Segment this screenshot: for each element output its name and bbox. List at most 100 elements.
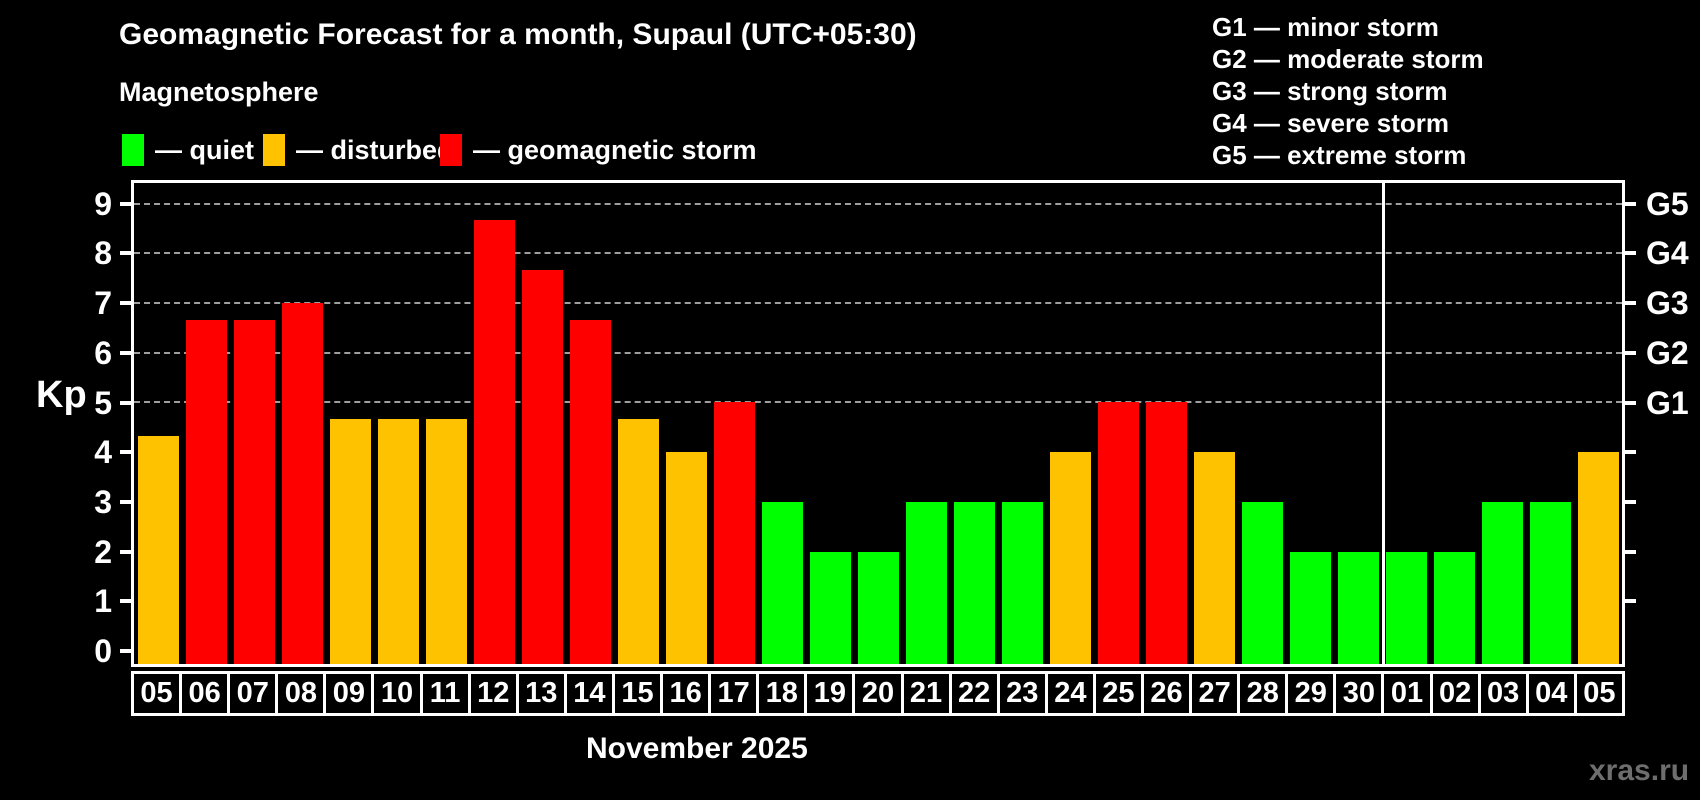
y-tick-left-9 — [120, 202, 131, 206]
gridline-kp-5 — [134, 401, 1622, 403]
date-cell-21-26: 26 — [1140, 671, 1193, 716]
g-legend-line-5: G5 — extreme storm — [1212, 140, 1467, 170]
date-cell-0-05: 05 — [131, 671, 183, 716]
y-tick-left-8 — [120, 251, 131, 255]
y-axis-title: Kp — [36, 374, 87, 416]
bar-29-quiet — [1290, 552, 1331, 664]
y-tick-label-4: 4 — [94, 434, 112, 470]
y-tick-left-1 — [120, 599, 131, 603]
bar-06-storm — [186, 320, 227, 664]
plot-area — [131, 180, 1625, 667]
date-cell-27-02: 02 — [1429, 671, 1481, 716]
x-axis-date-row: 05 06 07 08 09 10 11 12 13 14 15 16 17 18 19 20 21 22 23 24… — [131, 671, 1625, 716]
date-cell-20-25: 25 — [1092, 671, 1144, 716]
disturbed-swatch — [263, 134, 285, 166]
bar-13-storm — [522, 270, 563, 664]
date-cell-17-22: 22 — [948, 671, 1000, 716]
bar-05-disturbed — [138, 436, 179, 664]
date-cell-22-27: 27 — [1189, 671, 1241, 716]
date-cell-2-07: 07 — [227, 671, 279, 716]
y-tick-right-5 — [1625, 401, 1636, 405]
g-legend-line-3: G3 — strong storm — [1212, 76, 1448, 106]
watermark: xras.ru — [1589, 754, 1690, 787]
bar-28-quiet — [1242, 502, 1283, 664]
legend-item-storm: — geomagnetic storm — [440, 134, 757, 166]
bar-01-quiet — [1386, 552, 1427, 664]
date-cell-26-01: 01 — [1381, 671, 1433, 716]
bar-02-quiet — [1434, 552, 1475, 664]
y-tick-label-0: 0 — [94, 633, 112, 669]
gridline-kp-8 — [134, 252, 1622, 254]
date-cell-4-09: 09 — [323, 671, 375, 716]
y-tick-label-5: 5 — [94, 385, 112, 421]
date-cell-3-08: 08 — [275, 671, 327, 716]
bar-17-storm — [714, 402, 755, 664]
date-cell-19-24: 24 — [1044, 671, 1096, 716]
bar-30-quiet — [1338, 552, 1379, 664]
g-scale-legend: G1 — minor storm G2 — moderate storm G3 — … — [1212, 11, 1484, 171]
date-cell-11-16: 16 — [660, 671, 712, 716]
date-cell-14-19: 19 — [804, 671, 856, 716]
storm-swatch — [440, 134, 462, 166]
y-tick-right-6 — [1625, 351, 1636, 355]
gridline-kp-9 — [134, 203, 1622, 205]
bar-09-disturbed — [330, 419, 371, 664]
date-cell-25-30: 30 — [1333, 671, 1385, 716]
y-tick-right-7 — [1625, 301, 1636, 305]
y-tick-left-2 — [120, 550, 131, 554]
right-axis-label-G1: G1 — [1646, 385, 1689, 421]
bar-23-quiet — [1002, 502, 1043, 664]
y-tick-label-7: 7 — [94, 285, 112, 321]
y-tick-right-2 — [1625, 550, 1636, 554]
g-legend-line-1: G1 — minor storm — [1212, 12, 1439, 42]
y-tick-left-7 — [120, 301, 131, 305]
bar-14-storm — [570, 320, 611, 664]
bar-21-quiet — [906, 502, 947, 664]
y-tick-label-3: 3 — [94, 484, 112, 520]
bar-19-quiet — [810, 552, 851, 664]
bar-24-disturbed — [1050, 452, 1091, 664]
bar-08-storm — [282, 303, 323, 664]
bar-20-quiet — [858, 552, 899, 664]
y-tick-label-8: 8 — [94, 235, 112, 271]
page-title: Geomagnetic Forecast for a month, Supaul… — [119, 18, 917, 51]
date-cell-18-23: 23 — [996, 671, 1048, 716]
bar-10-disturbed — [378, 419, 419, 664]
bar-04-quiet — [1530, 502, 1571, 664]
bar-18-quiet — [762, 502, 803, 664]
bar-11-disturbed — [426, 419, 467, 664]
legend-item-label: — quiet — [155, 134, 254, 165]
g-legend-line-2: G2 — moderate storm — [1212, 44, 1484, 74]
right-axis-label-G3: G3 — [1646, 285, 1689, 321]
date-cell-5-10: 10 — [371, 671, 423, 716]
y-tick-label-2: 2 — [94, 534, 112, 570]
date-cell-7-12: 12 — [467, 671, 519, 716]
y-tick-right-8 — [1625, 251, 1636, 255]
bar-22-quiet — [954, 502, 995, 664]
month-separator-line — [1382, 183, 1385, 664]
date-cell-15-20: 20 — [852, 671, 904, 716]
date-cell-28-03: 03 — [1477, 671, 1529, 716]
y-tick-left-5 — [120, 401, 131, 405]
date-cell-9-14: 14 — [563, 671, 615, 716]
bar-16-disturbed — [666, 452, 707, 664]
bar-26-storm — [1146, 402, 1187, 664]
bar-27-disturbed — [1194, 452, 1235, 664]
y-tick-label-9: 9 — [94, 186, 112, 222]
right-axis-label-G4: G4 — [1646, 235, 1689, 271]
legend-item-quiet: — quiet — [122, 134, 254, 166]
bar-12-storm — [474, 220, 515, 664]
bar-15-disturbed — [618, 419, 659, 664]
legend-item-disturbed: — disturbed — [263, 134, 454, 166]
date-cell-16-21: 21 — [900, 671, 952, 716]
date-cell-24-29: 29 — [1285, 671, 1337, 716]
gridline-kp-7 — [134, 302, 1622, 304]
date-cell-12-17: 17 — [708, 671, 760, 716]
date-cell-23-28: 28 — [1237, 671, 1289, 716]
y-tick-label-6: 6 — [94, 335, 112, 371]
chart-subtitle: Magnetosphere — [119, 77, 319, 107]
legend-item-label: — disturbed — [296, 134, 454, 165]
right-axis-label-G5: G5 — [1646, 186, 1689, 222]
gridline-kp-6 — [134, 352, 1622, 354]
y-tick-right-9 — [1625, 202, 1636, 206]
